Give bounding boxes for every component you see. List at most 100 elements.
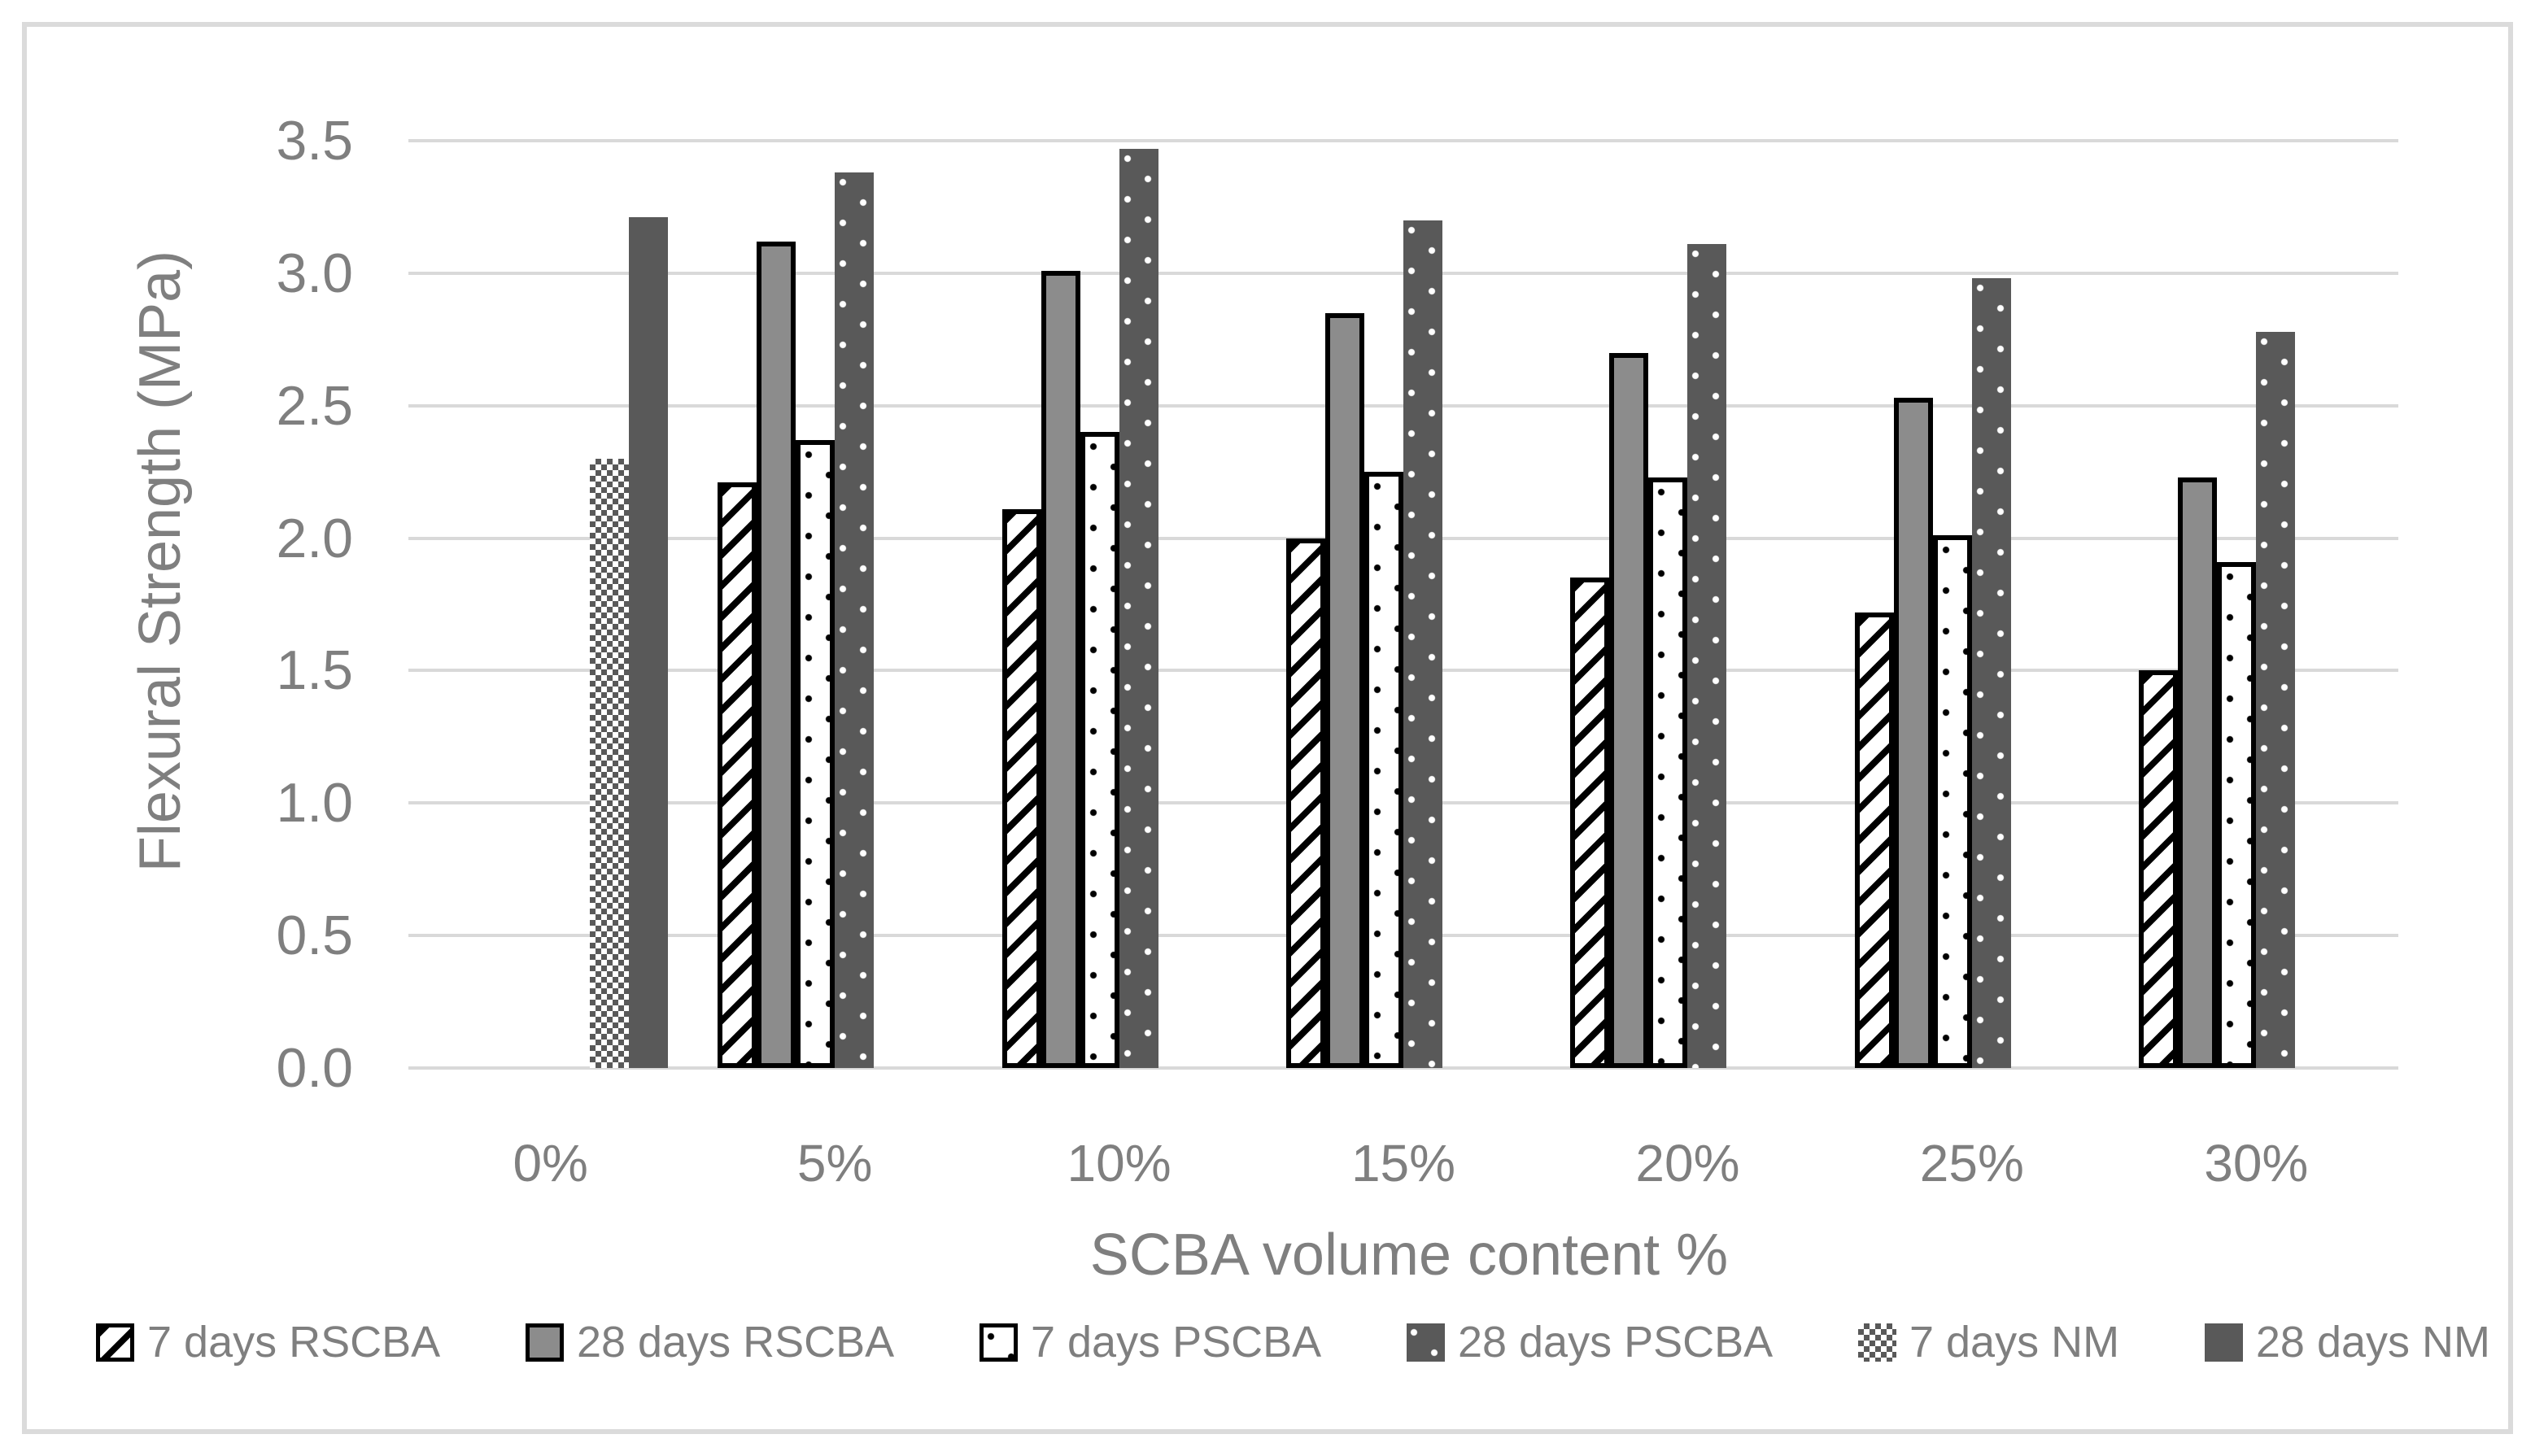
bar-slot <box>2011 141 2050 1068</box>
bar-slot <box>1648 141 1688 1068</box>
bar-group <box>1854 141 2089 1068</box>
category-30% <box>2114 141 2398 1068</box>
gridline <box>408 1066 2398 1070</box>
bar-7-days-pscba-15% <box>1363 472 1403 1068</box>
bar-28-days-rscba-25% <box>1893 397 1933 1068</box>
bar-7-days-rscba-20% <box>1570 578 1610 1068</box>
bar-slot <box>1080 141 1119 1068</box>
x-tick-label: 15% <box>1350 1134 1456 1192</box>
bar-group <box>1001 141 1237 1068</box>
bar-group <box>2139 141 2373 1068</box>
legend-item: 28 days NM <box>2204 1317 2490 1367</box>
bar-slot <box>2217 141 2257 1068</box>
bar-slot <box>1726 141 1765 1068</box>
bar-group <box>1570 141 1804 1068</box>
y-tick-label: 0.0 <box>276 1037 353 1099</box>
legend-item: 7 days NM <box>1857 1317 2120 1367</box>
legend-label: 7 days NM <box>1909 1318 2120 1367</box>
bar-slot <box>874 141 913 1068</box>
category-15% <box>1261 141 1545 1068</box>
bar-group <box>1285 141 1521 1068</box>
bar-7-days-nm-0% <box>589 458 629 1068</box>
bar-slot <box>1765 141 1804 1068</box>
y-tick-label: 1.5 <box>276 639 353 702</box>
legend-label: 28 days NM <box>2255 1318 2490 1367</box>
x-tick-label: 0% <box>513 1134 588 1192</box>
bar-28-days-pscba-5% <box>835 172 875 1068</box>
bar-slot <box>1285 141 1325 1068</box>
y-tick-label: 3.5 <box>276 110 353 172</box>
y-tick-label: 3.0 <box>276 242 353 304</box>
bar-slot <box>718 141 757 1068</box>
bar-slot <box>1570 141 1610 1068</box>
bar-7-days-rscba-30% <box>2139 670 2179 1068</box>
bar-slot <box>1158 141 1198 1068</box>
bar-slot <box>2256 141 2296 1068</box>
legend-item: 7 days PSCBA <box>979 1317 1322 1367</box>
category-20% <box>1546 141 1830 1068</box>
bar-slot <box>628 141 668 1068</box>
y-tick-label: 2.0 <box>276 507 353 569</box>
x-tick-label: 25% <box>1919 1134 2024 1192</box>
bar-slot <box>1363 141 1403 1068</box>
y-axis-tick-labels: 3.5 3.0 2.5 2.0 1.5 1.0 0.5 0.0 <box>0 113 353 1096</box>
bar-7-days-pscba-25% <box>1932 535 1972 1068</box>
x-tick-label: 10% <box>1067 1134 1172 1192</box>
legend-swatch-dark-dots-icon <box>1406 1323 1445 1362</box>
bar-28-days-rscba-10% <box>1041 270 1080 1068</box>
x-tick-label: 20% <box>1635 1134 1740 1192</box>
bar-7-days-rscba-25% <box>1854 612 1894 1068</box>
category-5% <box>692 141 976 1068</box>
bar-slot <box>473 141 512 1068</box>
legend-swatch-checker-icon <box>1857 1323 1896 1362</box>
bar-slot <box>1198 141 1237 1068</box>
bar-slot <box>1001 141 1041 1068</box>
x-axis-title: SCBA volume content % <box>1089 1223 1729 1288</box>
bar-28-days-rscba-20% <box>1609 352 1649 1068</box>
bar-slot <box>1041 141 1080 1068</box>
bar-groups <box>408 141 2398 1068</box>
y-tick-label: 0.5 <box>276 905 353 967</box>
bar-28-days-pscba-15% <box>1403 220 1442 1068</box>
bar-slot <box>1481 141 1521 1068</box>
legend-item: 28 days RSCBA <box>525 1317 895 1367</box>
legend-swatch-solid-dark-icon <box>2204 1323 2243 1362</box>
x-tick-label: 30% <box>2204 1134 2309 1192</box>
bar-slot <box>2178 141 2218 1068</box>
legend-label: 28 days RSCBA <box>576 1318 895 1367</box>
bar-slot <box>2050 141 2089 1068</box>
category-10% <box>977 141 1261 1068</box>
x-axis-tick-labels: 0% 5% 10% 15% 20% 25% 30% <box>408 1137 2398 1202</box>
x-tick-label: 5% <box>796 1134 873 1192</box>
bar-7-days-pscba-10% <box>1080 432 1119 1068</box>
bar-slot <box>1854 141 1894 1068</box>
bar-28-days-pscba-25% <box>1971 278 2011 1068</box>
bar-slot <box>913 141 952 1068</box>
bar-slot <box>2295 141 2334 1068</box>
bar-slot <box>1403 141 1442 1068</box>
bar-slot <box>1932 141 1972 1068</box>
bar-slot <box>1971 141 2011 1068</box>
bar-group <box>434 141 668 1068</box>
bar-slot <box>1442 141 1481 1068</box>
bar-28-days-pscba-10% <box>1119 148 1158 1068</box>
legend-swatch-solid-gray-icon <box>525 1323 564 1362</box>
legend-label: 7 days PSCBA <box>1030 1318 1322 1367</box>
y-tick-label: 2.5 <box>276 374 353 437</box>
bar-28-days-rscba-30% <box>2178 477 2218 1068</box>
bar-slot <box>1893 141 1933 1068</box>
bar-group <box>718 141 952 1068</box>
bar-28-days-pscba-30% <box>2256 331 2296 1068</box>
figure-border <box>22 22 2513 1434</box>
bar-slot <box>1119 141 1158 1068</box>
bar-28-days-rscba-5% <box>757 241 796 1068</box>
bar-slot <box>835 141 875 1068</box>
bar-28-days-rscba-15% <box>1324 312 1364 1068</box>
bar-slot <box>589 141 629 1068</box>
bar-28-days-pscba-20% <box>1687 244 1727 1068</box>
bar-7-days-rscba-15% <box>1285 538 1325 1068</box>
y-tick-label: 1.0 <box>276 772 353 835</box>
bar-slot <box>2334 141 2373 1068</box>
bar-slot <box>1609 141 1649 1068</box>
